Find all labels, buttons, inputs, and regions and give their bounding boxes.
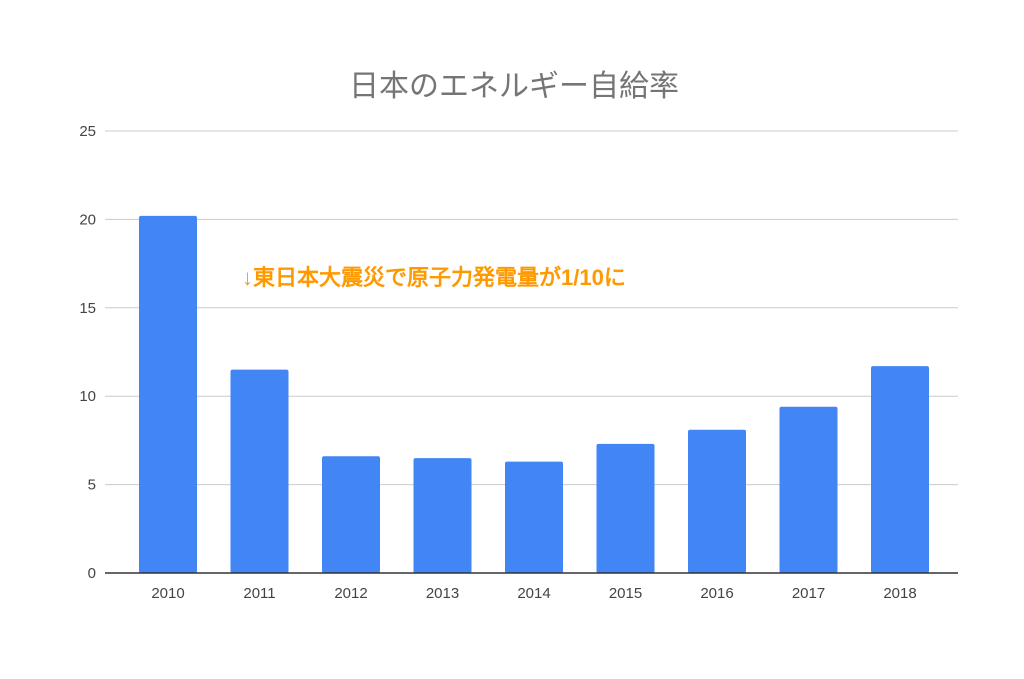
bar-2010 <box>139 215 197 573</box>
bar-2016 <box>688 429 746 573</box>
y-tick-label: 0 <box>88 565 96 582</box>
chart-annotation: ↓東日本大震災で原子力発電量が1/10に <box>242 265 626 290</box>
x-tick-label: 2012 <box>334 585 367 602</box>
y-axis-ticks: 0 5 10 15 20 25 <box>79 123 96 582</box>
bar-2013 <box>413 458 472 573</box>
x-tick-label: 2010 <box>151 585 184 602</box>
x-tick-label: 2015 <box>609 585 642 602</box>
x-tick-label: 2018 <box>883 585 916 602</box>
x-tick-label: 2011 <box>243 585 275 602</box>
x-tick-label: 2017 <box>792 585 825 602</box>
x-axis-ticks: 2010 2011 2012 2013 2014 2015 2016 2017 2018 <box>151 585 916 602</box>
y-tick-label: 5 <box>88 477 96 494</box>
chart-title: 日本のエネルギー自給率 <box>349 70 679 103</box>
x-tick-label: 2016 <box>700 585 733 602</box>
bar-2011 <box>230 369 289 573</box>
bar-2012 <box>322 456 380 573</box>
bar-2014 <box>505 461 563 573</box>
y-tick-label: 20 <box>79 211 96 228</box>
bar-2017 <box>779 406 838 573</box>
y-tick-label: 15 <box>79 300 96 317</box>
x-tick-label: 2013 <box>426 585 459 602</box>
y-tick-label: 25 <box>79 123 96 140</box>
bar-2015 <box>596 443 655 573</box>
x-tick-label: 2014 <box>517 585 550 602</box>
y-tick-label: 10 <box>79 388 96 405</box>
bar-2018 <box>871 366 929 573</box>
bars <box>139 215 929 573</box>
